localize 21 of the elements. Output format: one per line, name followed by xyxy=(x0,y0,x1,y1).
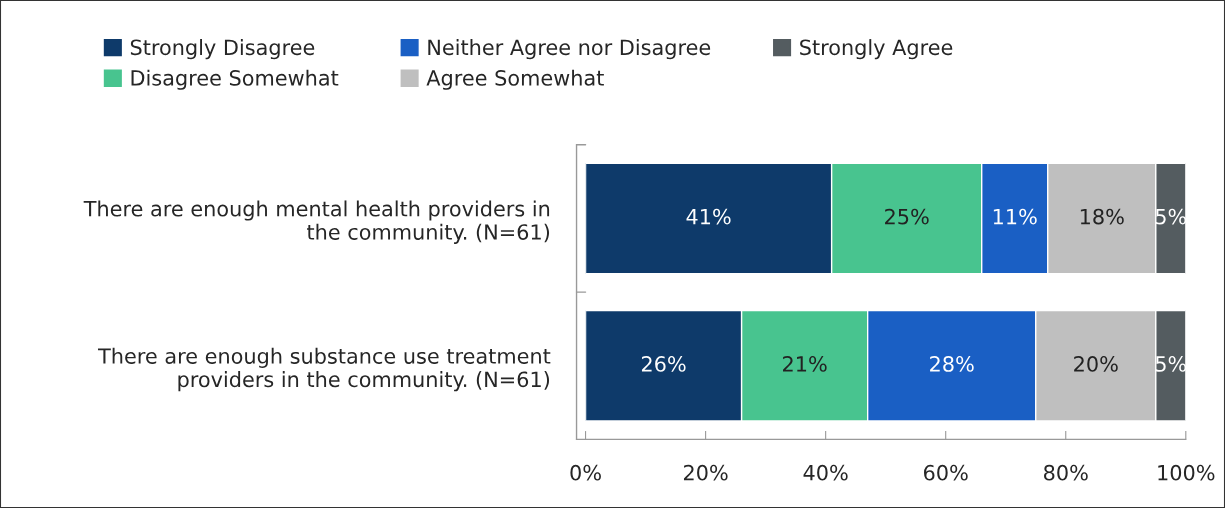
x-tick-label: 0% xyxy=(570,464,601,481)
legend-label: Disagree Somewhat xyxy=(131,69,339,90)
legend-label: Strongly Agree xyxy=(800,39,953,60)
legend-label: Agree Somewhat xyxy=(426,69,604,90)
data-label: 18% xyxy=(1080,208,1124,225)
data-label: 26% xyxy=(641,356,686,372)
x-tick-label: 40% xyxy=(803,464,848,481)
x-tick-label: 20% xyxy=(683,464,728,481)
x-tick-label: 60% xyxy=(924,464,968,481)
data-label: 28% xyxy=(930,356,974,372)
data-label: 41% xyxy=(686,208,731,225)
y-tick-label: There are enough mental health providers in the community. (N=61) xyxy=(83,200,550,244)
legend-label: Neither Agree nor Disagree xyxy=(428,39,711,60)
data-label: 21% xyxy=(783,356,827,372)
data-label: 25% xyxy=(885,208,929,225)
x-tick-label: 80% xyxy=(1044,464,1088,481)
legend-label: Strongly Disagree xyxy=(130,39,315,60)
data-label: 20% xyxy=(1074,356,1118,372)
y-tick-label: There are enough substance use treatment providers in the community. (N=61) xyxy=(98,347,551,392)
x-tick-label: 100% xyxy=(1158,464,1215,481)
data-label: 11% xyxy=(993,208,1037,225)
